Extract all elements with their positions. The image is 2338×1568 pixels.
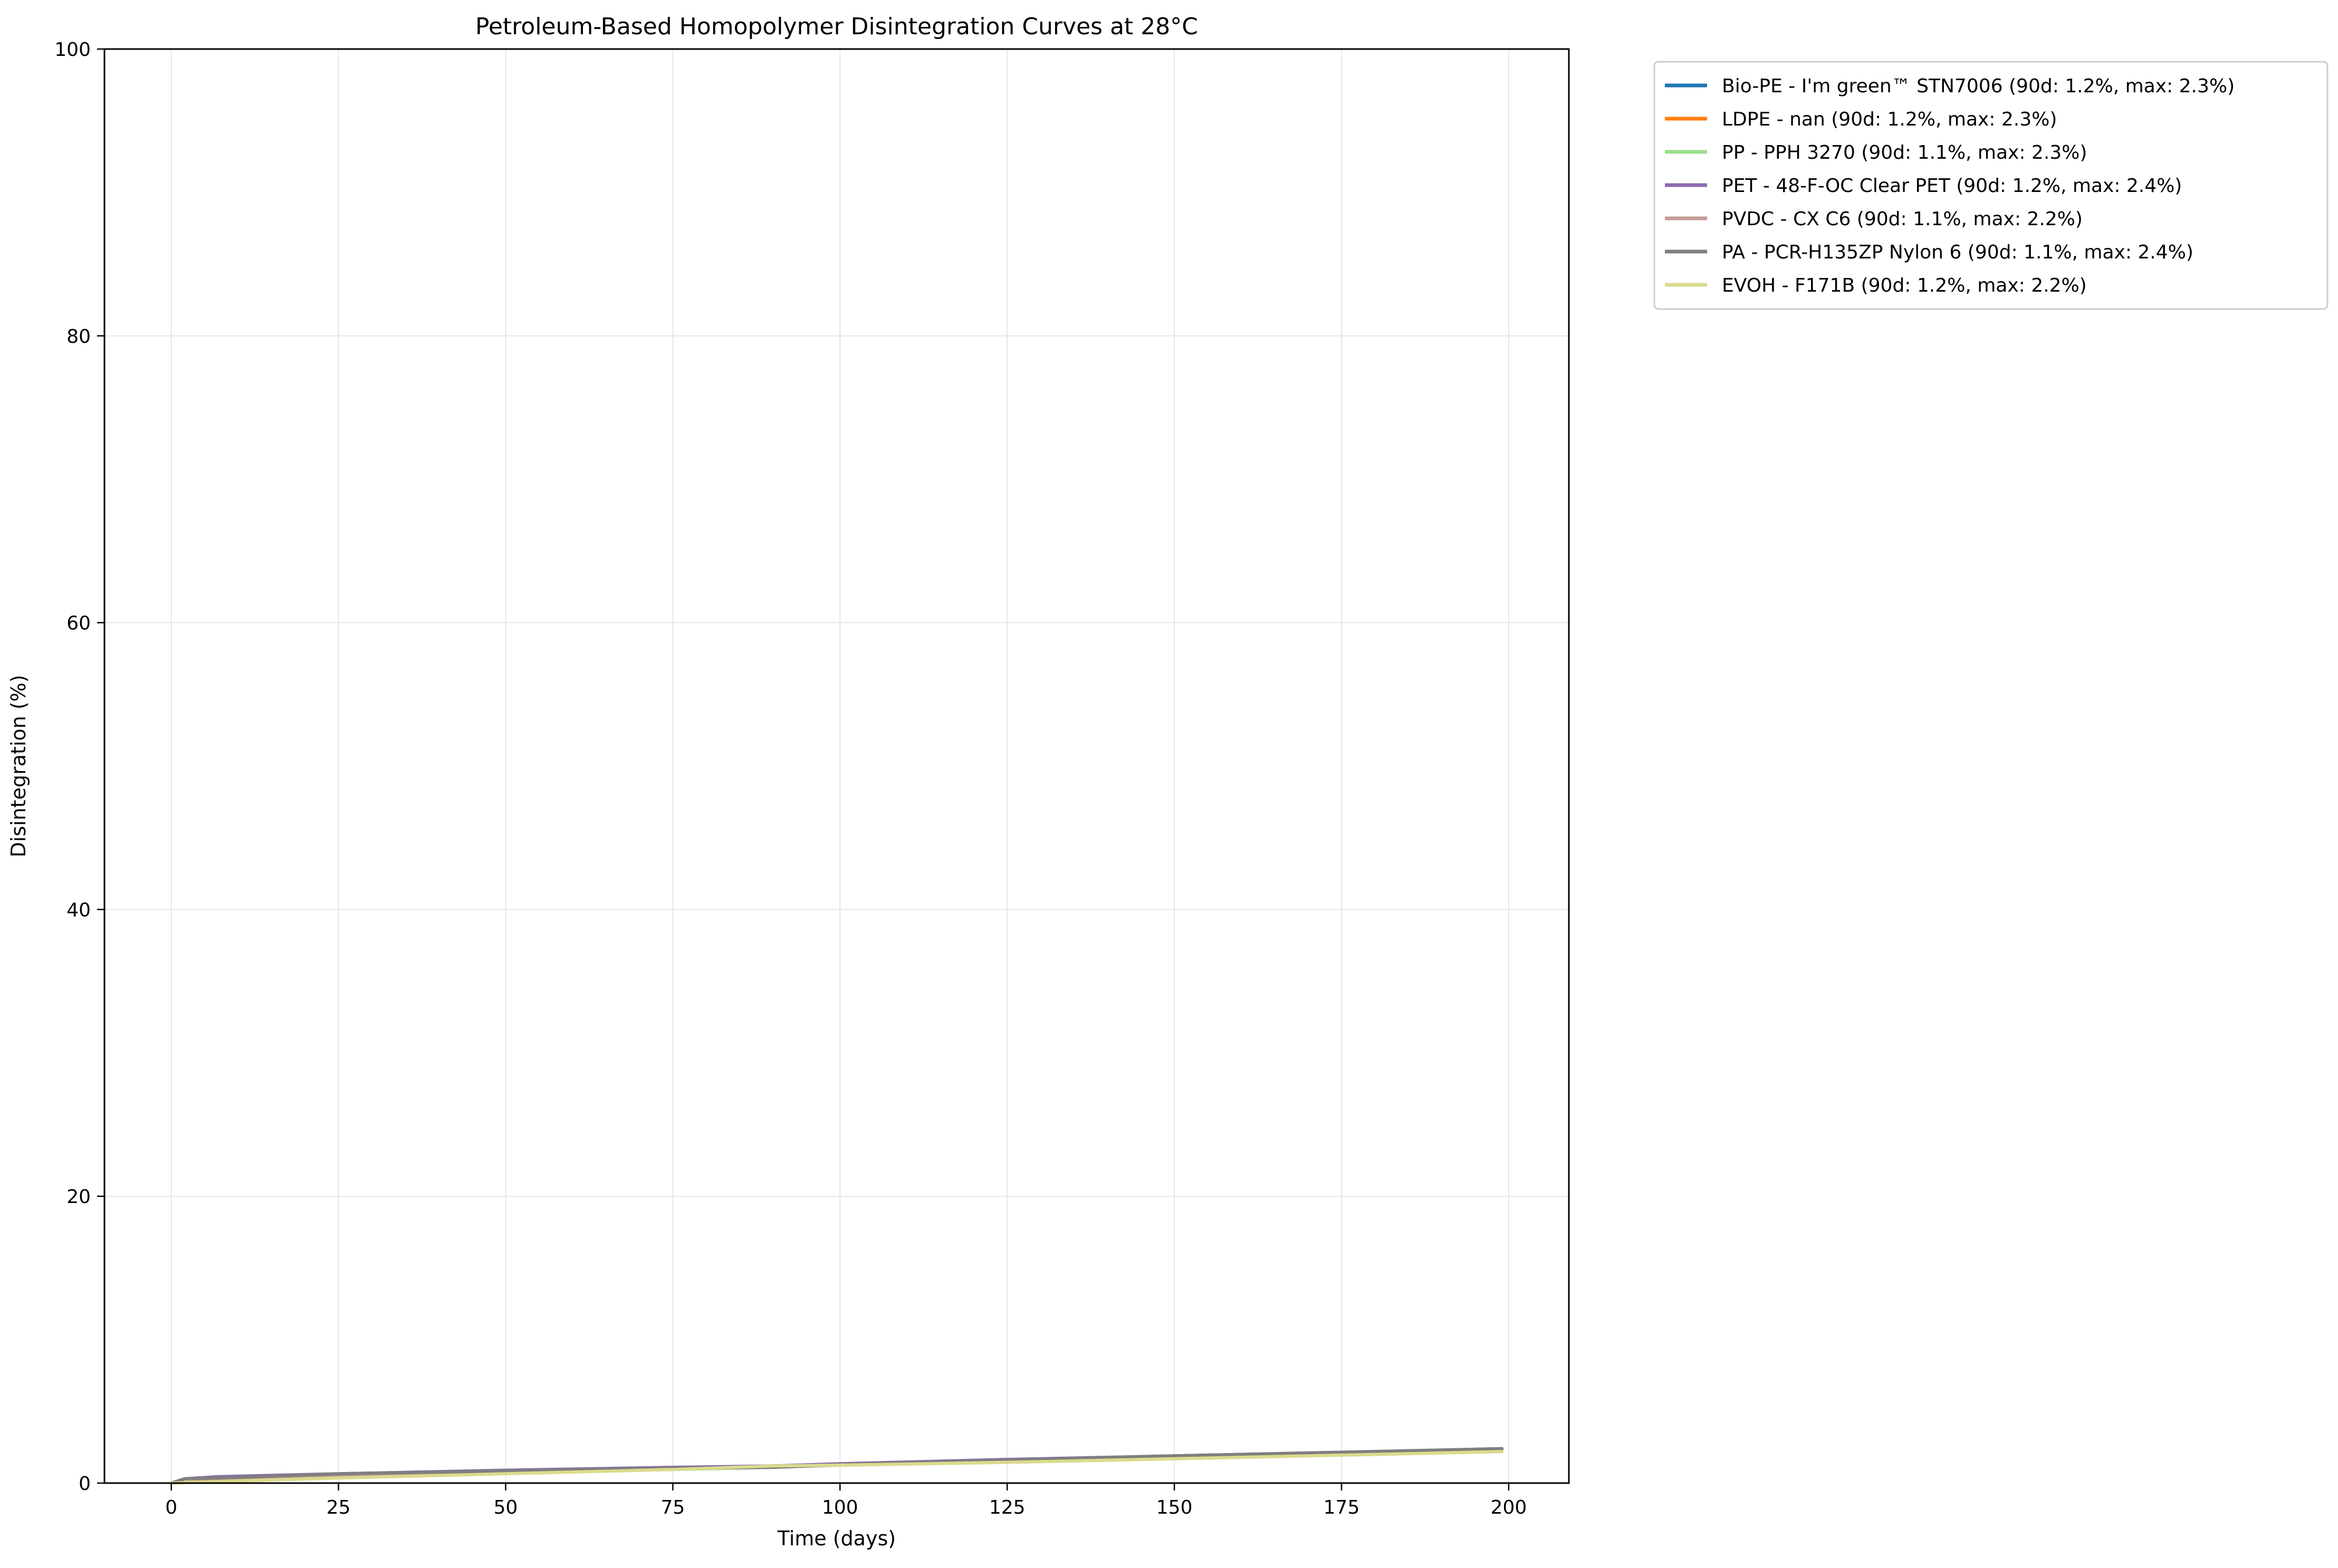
y-tick-label: 40: [66, 899, 91, 921]
x-axis-label: Time (days): [777, 1527, 896, 1550]
x-tick-label: 75: [661, 1497, 685, 1518]
legend-label-0: Bio-PE - I'm green™ STN7006 (90d: 1.2%, …: [1722, 75, 2235, 97]
legend-label-2: PP - PPH 3270 (90d: 1.1%, max: 2.3%): [1722, 142, 2087, 163]
legend-box: [1653, 61, 2329, 310]
x-tick-label: 150: [1156, 1497, 1193, 1518]
chart-legend: Bio-PE - I'm green™ STN7006 (90d: 1.2%, …: [1653, 61, 2329, 310]
y-tick-label: 80: [66, 326, 91, 348]
y-tick-label: 0: [79, 1473, 91, 1495]
series-line-6: [169, 1450, 1504, 1485]
legend-label-4: PVDC - CX C6 (90d: 1.1%, max: 2.2%): [1722, 208, 2083, 230]
series-layer: [169, 1447, 1504, 1485]
plot-frame: [103, 48, 1570, 1484]
x-tick-label: 175: [1324, 1497, 1360, 1518]
x-tick-label: 0: [165, 1497, 177, 1518]
legend-label-1: LDPE - nan (90d: 1.2%, max: 2.3%): [1722, 109, 2057, 130]
y-axis-label: Disintegration (%): [7, 675, 30, 857]
ticks-layer: 0 25 50 75 100 125 150 175 200 0 20 40 60 80 100: [54, 39, 1527, 1518]
x-tick-label: 100: [822, 1497, 858, 1518]
legend-label-5: PA - PCR-H135ZP Nylon 6 (90d: 1.1%, max:…: [1722, 242, 2193, 263]
x-tick-label: 25: [327, 1497, 351, 1518]
x-tick-label: 200: [1491, 1497, 1527, 1518]
x-tick-label: 50: [494, 1497, 518, 1518]
y-tick-label: 20: [66, 1186, 91, 1208]
legend-label-6: EVOH - F171B (90d: 1.2%, max: 2.2%): [1722, 275, 2087, 296]
x-tick-label: 125: [989, 1497, 1026, 1518]
chart-title: Petroleum-Based Homopolymer Disintegrati…: [475, 13, 1198, 40]
legend-label-3: PET - 48-F-OC Clear PET (90d: 1.2%, max:…: [1722, 175, 2182, 197]
y-tick-label: 60: [66, 613, 91, 634]
y-tick-label: 100: [54, 39, 91, 61]
